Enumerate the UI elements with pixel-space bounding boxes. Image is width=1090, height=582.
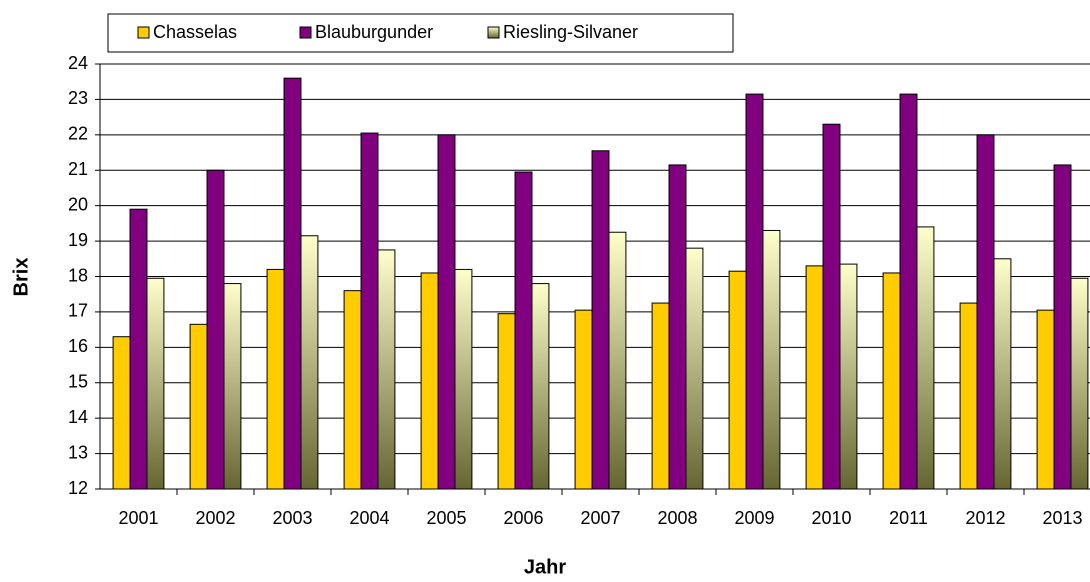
- x-tick-label: 2007: [580, 508, 620, 528]
- y-tick-label: 12: [68, 478, 88, 498]
- bar: [206, 169, 225, 490]
- y-axis-title: Brix: [10, 258, 32, 297]
- bar: [1053, 164, 1072, 490]
- legend-label: Blauburgunder: [315, 22, 433, 42]
- bar: [420, 272, 439, 490]
- bar: [266, 268, 285, 490]
- bar: [685, 247, 704, 490]
- bar: [189, 323, 208, 490]
- x-tick-label: 2008: [657, 508, 697, 528]
- legend-swatch: [137, 26, 150, 39]
- bar: [882, 272, 901, 490]
- legend-swatch: [299, 26, 312, 39]
- x-tick-label: 2004: [349, 508, 389, 528]
- x-tick-label: 2011: [889, 508, 928, 528]
- bar: [300, 235, 319, 490]
- bar: [514, 171, 533, 490]
- bar: [668, 164, 687, 490]
- y-tick-label: 22: [68, 124, 88, 144]
- bar: [360, 132, 379, 490]
- bar: [839, 263, 858, 490]
- bar: [574, 309, 593, 490]
- bar: [1070, 277, 1089, 490]
- bar: [129, 208, 148, 490]
- bar: [651, 302, 670, 490]
- bar: [805, 265, 824, 490]
- x-tick-label: 2002: [195, 508, 235, 528]
- bar: [916, 226, 935, 490]
- y-tick-label: 23: [68, 88, 88, 108]
- x-tick-label: 2003: [272, 508, 312, 528]
- bar: [959, 302, 978, 490]
- bar: [343, 290, 362, 490]
- legend-label: Chasselas: [153, 22, 237, 42]
- legend-label: Riesling-Silvaner: [503, 22, 638, 42]
- x-tick-label: 2005: [426, 508, 466, 528]
- bar: [762, 229, 781, 490]
- bar: [112, 336, 131, 490]
- x-tick-label: 2012: [965, 508, 1005, 528]
- bar: [531, 283, 550, 490]
- x-tick-label: 2006: [503, 508, 543, 528]
- bar: [976, 134, 995, 490]
- y-tick-label: 15: [68, 372, 88, 392]
- bar: [146, 277, 165, 490]
- bar: [1036, 309, 1055, 490]
- y-tick-label: 18: [68, 265, 88, 285]
- bar: [223, 283, 242, 490]
- bar: [728, 270, 747, 490]
- x-tick-label: 2010: [811, 508, 851, 528]
- bar: [591, 150, 610, 490]
- legend-box: [107, 13, 734, 53]
- bar: [993, 258, 1012, 490]
- legend-swatch: [487, 26, 500, 39]
- bar: [608, 231, 627, 490]
- y-tick-label: 13: [68, 442, 88, 462]
- bar: [899, 93, 918, 490]
- x-tick-label: 2013: [1042, 508, 1082, 528]
- y-tick-label: 20: [68, 194, 88, 214]
- y-tick-label: 16: [68, 336, 88, 356]
- bar: [497, 313, 516, 490]
- bar: [377, 249, 396, 490]
- bar: [822, 123, 841, 490]
- x-tick-label: 2001: [118, 508, 158, 528]
- bar: [437, 134, 456, 490]
- y-tick-label: 24: [68, 53, 88, 73]
- x-tick-label: 2009: [734, 508, 774, 528]
- y-tick-label: 21: [68, 159, 88, 179]
- bar: [745, 93, 764, 490]
- y-tick-label: 14: [68, 407, 88, 427]
- x-axis-title: Jahr: [524, 556, 566, 578]
- bar: [454, 268, 473, 490]
- y-tick-label: 17: [68, 301, 88, 321]
- y-tick-label: 19: [68, 230, 88, 250]
- bar: [283, 77, 302, 490]
